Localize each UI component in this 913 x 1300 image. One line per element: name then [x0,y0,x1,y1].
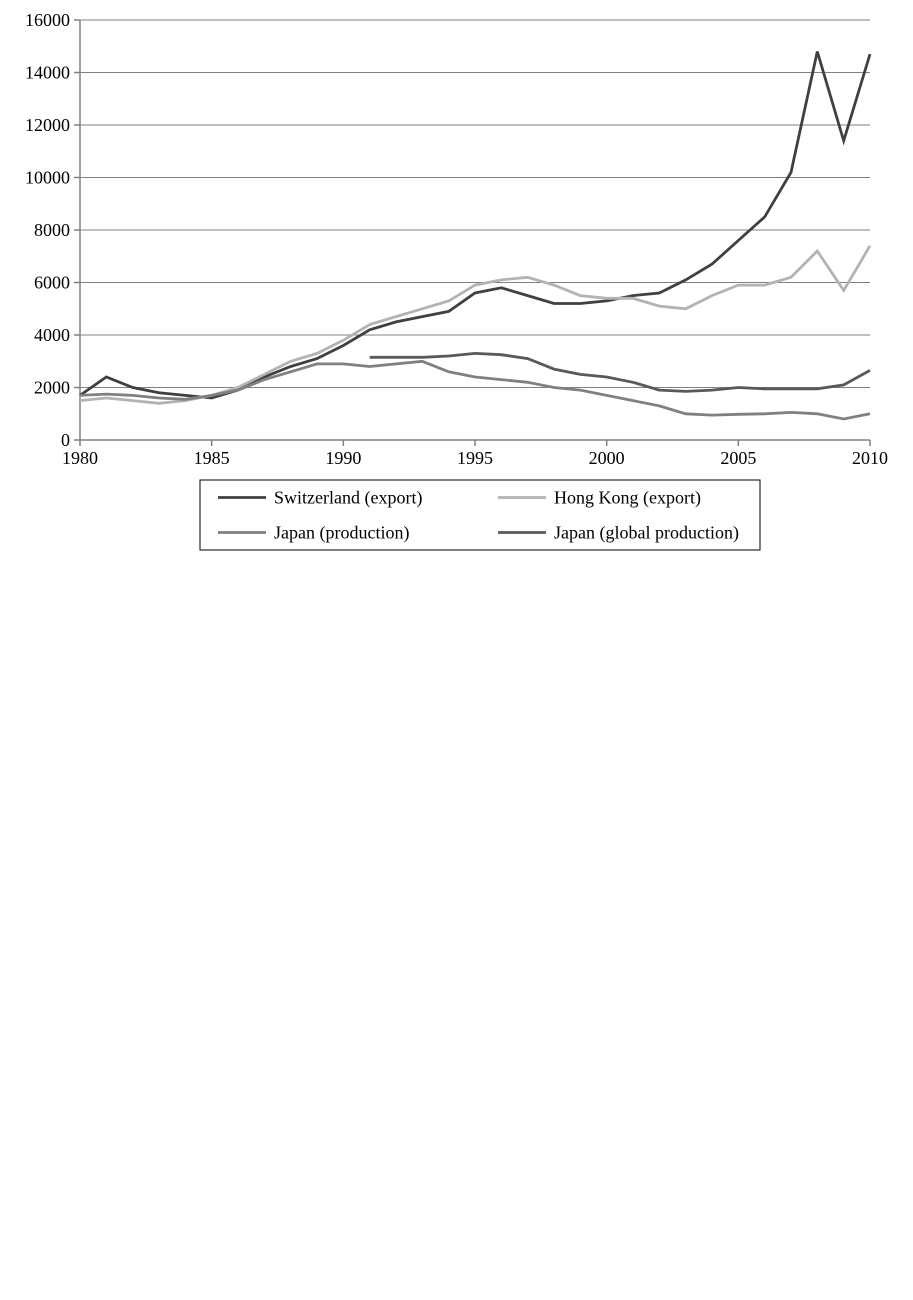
y-tick-label: 4000 [34,325,70,345]
page: 0 2000 4000 6000 8000 10000 12000 14000 16000 198… [0,0,913,1300]
x-tick-label: 1980 [62,448,98,468]
x-tick-label: 2010 [852,448,888,468]
legend-label-japan-production: Japan (production) [274,523,409,544]
legend-label-japan-global-production: Japan (global production) [554,523,739,544]
x-tick-label: 1995 [457,448,493,468]
export-production-chart: 0 2000 4000 6000 8000 10000 12000 14000 16000 198… [0,0,913,580]
y-tick-label: 2000 [34,378,70,398]
y-tick-label: 16000 [25,10,70,30]
legend-label-hongkong-export: Hong Kong (export) [554,488,701,509]
legend-label-switzerland-export: Switzerland (export) [274,488,422,509]
x-tick-label: 1985 [194,448,230,468]
y-tick-label: 8000 [34,220,70,240]
x-tick-label: 2005 [720,448,756,468]
y-tick-label: 12000 [25,115,70,135]
y-tick-label: 14000 [25,63,70,83]
y-tick-label: 6000 [34,273,70,293]
y-tick-label: 0 [61,430,70,450]
x-tick-label: 1990 [325,448,361,468]
y-tick-label: 10000 [25,168,70,188]
x-tick-label: 2000 [589,448,625,468]
chart-svg: 0 2000 4000 6000 8000 10000 12000 14000 16000 198… [0,0,913,580]
